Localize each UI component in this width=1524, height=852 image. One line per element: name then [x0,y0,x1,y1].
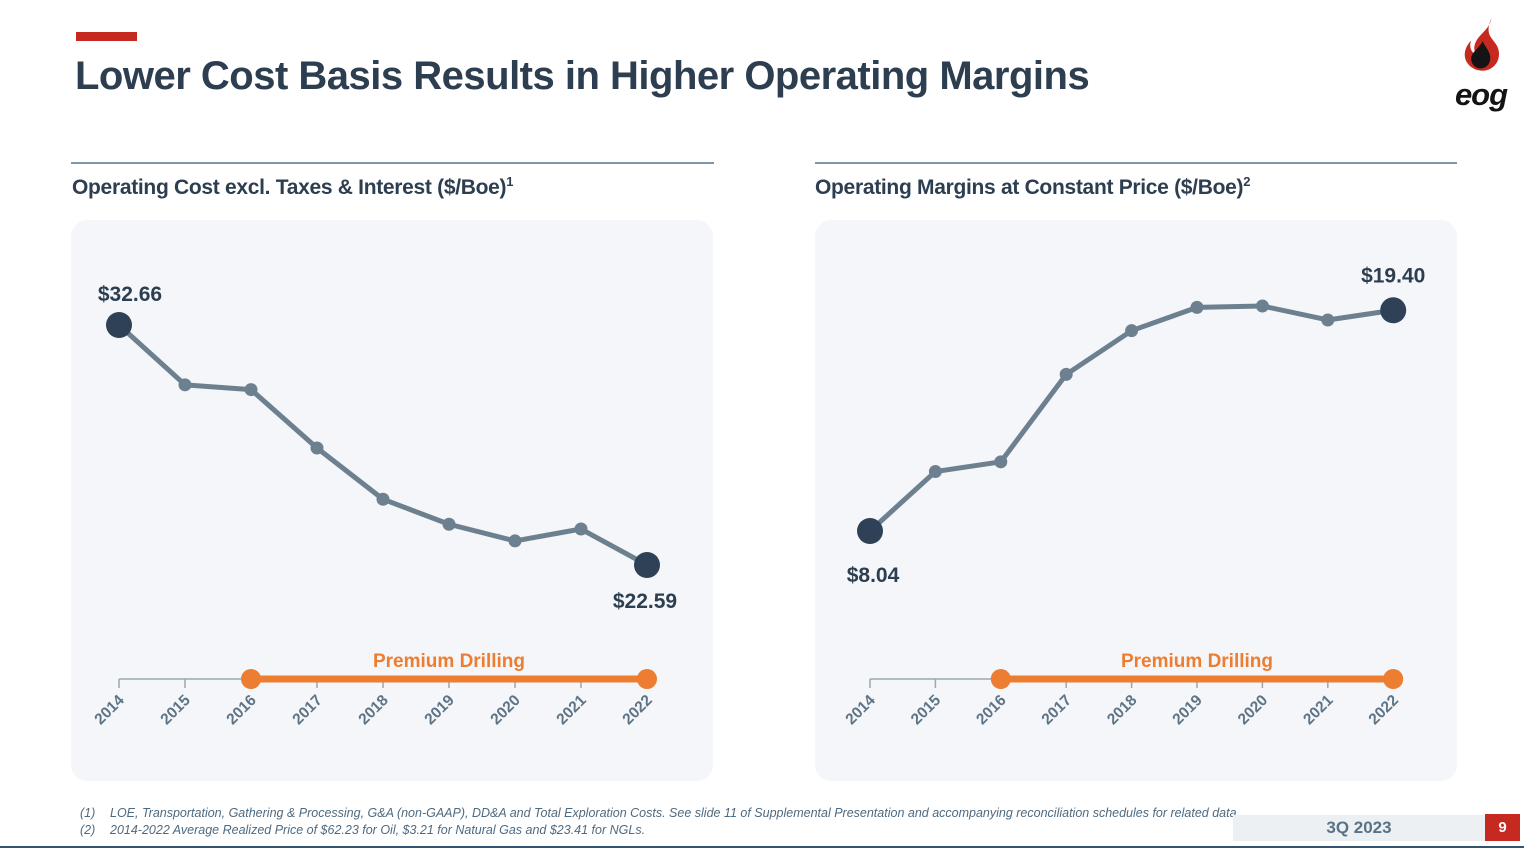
data-point-2019 [1190,300,1204,314]
margins-chart: Premium Drilling 2014 2015 2016 2017 2018 2019… [842,264,1425,729]
year-tick-label: 2021 [1300,692,1337,729]
footer-divider [0,846,1524,848]
footnote-ref-sup: 2 [1243,174,1251,189]
footnotes: (1) LOE, Transportation, Gathering & Pro… [80,805,1240,838]
year-tick-label: 2016 [973,692,1010,729]
cost-chart-title: Operating Cost excl. Taxes & Interest ($… [72,174,514,199]
data-point-2018 [1125,324,1139,338]
data-point-2018 [376,492,390,506]
accent-dash [76,32,137,41]
year-tick-label: 2014 [842,692,879,729]
data-point-2022 [1380,297,1407,324]
year-tick-label: 2018 [1104,692,1141,729]
cost-chart: Premium Drilling 2014 2015 2016 2017 2018 2019… [91,283,677,729]
data-point-2017 [310,441,324,455]
series-line [868,303,1394,533]
year-tick-label: 2014 [91,692,128,729]
page-number-badge: 9 [1485,814,1520,841]
year-tick-label: 2022 [1366,692,1402,728]
data-point-2016 [994,455,1008,469]
data-point-2022 [634,552,660,578]
footnote-1: (1) LOE, Transportation, Gathering & Pro… [80,806,1241,820]
data-point-2014 [857,518,883,544]
section-rule [815,162,1457,164]
year-tick-label: 2015 [908,692,945,729]
premium-span-start-dot [241,669,261,689]
value-label-2022: $19.40 [1361,264,1425,287]
year-tick-label: 2020 [487,692,523,728]
series-line [117,323,649,568]
data-point-2015 [928,465,942,479]
data-point-2020 [508,534,522,548]
footnote-ref-sup: 1 [506,174,514,189]
year-tick-label: 2017 [289,692,325,728]
year-tick-label: 2019 [421,692,458,729]
flame-icon [1464,18,1500,71]
premium-span-end-dot [1383,669,1404,689]
eog-logo-text: eog [1454,77,1508,112]
period-label: 3Q 2023 [1233,815,1485,841]
premium-drilling-label: Premium Drilling [1121,651,1273,672]
value-label-2014: $8.04 [847,564,900,587]
data-point-2019 [442,517,456,531]
value-label-2022: $22.59 [613,590,677,613]
year-tick-label: 2022 [619,692,655,728]
premium-drilling-label: Premium Drilling [373,651,525,672]
eog-logo: eog [1441,12,1521,110]
footnote-2: (2) 2014-2022 Average Realized Price of … [80,822,646,837]
value-label-2014: $32.66 [98,283,162,306]
year-tick-label: 2018 [355,692,392,729]
data-point-2021 [574,522,588,536]
margins-chart-panel: Premium Drilling 2014 2015 2016 2017 2018 2019… [815,220,1457,781]
data-point-2014 [106,312,132,338]
data-point-2020 [1255,299,1269,313]
year-tick-label: 2017 [1039,692,1075,728]
data-point-2017 [1059,367,1073,381]
year-tick-label: 2019 [1169,692,1206,729]
year-tick-label: 2015 [157,692,194,729]
year-tick-label: 2021 [553,692,590,729]
data-point-2015 [178,378,192,392]
data-point-2021 [1321,313,1335,327]
data-point-2016 [244,383,258,397]
premium-span-end-dot [637,669,657,689]
cost-chart-panel: Premium Drilling 2014 2015 2016 2017 2018 2019… [71,220,713,781]
section-rule [71,162,714,164]
premium-span-start-dot [990,669,1011,689]
year-tick-label: 2016 [223,692,260,729]
margins-chart-title: Operating Margins at Constant Price ($/B… [815,174,1251,199]
page-title: Lower Cost Basis Results in Higher Opera… [75,54,1090,98]
year-tick-label: 2020 [1235,692,1271,728]
